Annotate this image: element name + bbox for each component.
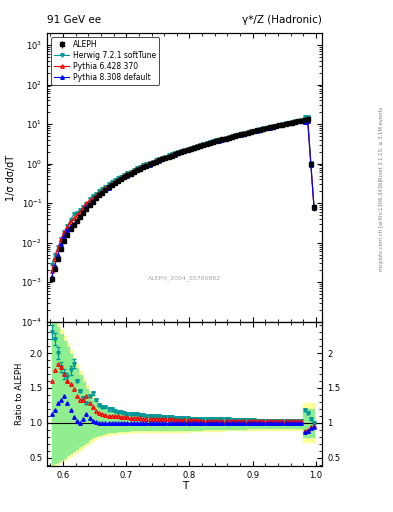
Text: ALEPH_2004_S5765862: ALEPH_2004_S5765862 xyxy=(148,275,221,281)
Line: Herwig 7.2.1 softTune: Herwig 7.2.1 softTune xyxy=(50,115,316,267)
Pythia 6.428 370 xyxy=(65,224,70,230)
Herwig 7.2.1 softTune xyxy=(166,153,171,159)
Pythia 8.308 default xyxy=(261,126,266,132)
Pythia 8.308 default xyxy=(49,274,54,280)
Text: Rivet 3.1.10, ≥ 3.1M events: Rivet 3.1.10, ≥ 3.1M events xyxy=(379,106,384,180)
Pythia 8.308 default xyxy=(179,150,184,156)
Pythia 8.308 default xyxy=(65,227,70,233)
Herwig 7.2.1 softTune xyxy=(248,129,253,135)
Text: 91 GeV ee: 91 GeV ee xyxy=(47,14,101,25)
Line: Pythia 6.428 370: Pythia 6.428 370 xyxy=(50,118,316,273)
Pythia 8.308 default xyxy=(52,263,57,269)
Pythia 6.428 370 xyxy=(52,256,57,262)
Herwig 7.2.1 softTune xyxy=(261,125,266,132)
Y-axis label: Ratio to ALEPH: Ratio to ALEPH xyxy=(15,362,24,425)
Pythia 8.308 default xyxy=(166,154,171,160)
Herwig 7.2.1 softTune xyxy=(179,148,184,154)
Pythia 8.308 default xyxy=(248,129,253,135)
Pythia 8.308 default xyxy=(312,205,316,211)
Herwig 7.2.1 softTune xyxy=(52,252,57,258)
X-axis label: T: T xyxy=(182,481,188,491)
Pythia 6.428 370 xyxy=(49,268,54,274)
Text: mcplots.cern.ch [arXiv:1306.3436]: mcplots.cern.ch [arXiv:1306.3436] xyxy=(379,180,384,271)
Pythia 6.428 370 xyxy=(179,148,184,155)
Pythia 6.428 370 xyxy=(299,117,304,123)
Pythia 6.428 370 xyxy=(166,153,171,159)
Y-axis label: 1/σ dσ/dT: 1/σ dσ/dT xyxy=(6,155,16,201)
Text: γ*/Z (Hadronic): γ*/Z (Hadronic) xyxy=(242,14,322,25)
Line: Pythia 8.308 default: Pythia 8.308 default xyxy=(50,119,316,279)
Pythia 6.428 370 xyxy=(248,129,253,135)
Herwig 7.2.1 softTune xyxy=(49,262,54,268)
Pythia 6.428 370 xyxy=(261,125,266,132)
Legend: ALEPH, Herwig 7.2.1 softTune, Pythia 6.428 370, Pythia 8.308 default: ALEPH, Herwig 7.2.1 softTune, Pythia 6.4… xyxy=(51,37,159,85)
Herwig 7.2.1 softTune xyxy=(65,223,70,229)
Pythia 8.308 default xyxy=(299,118,304,124)
Pythia 6.428 370 xyxy=(312,205,316,211)
Herwig 7.2.1 softTune xyxy=(312,204,316,210)
Herwig 7.2.1 softTune xyxy=(305,114,310,120)
